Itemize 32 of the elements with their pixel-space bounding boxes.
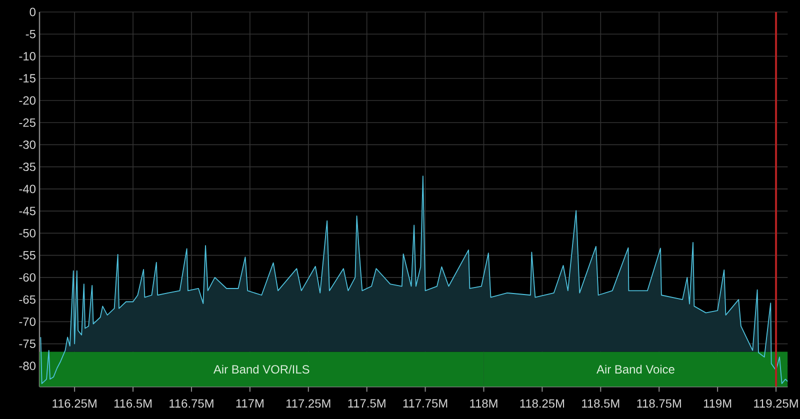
x-tick-label: 119.25M — [754, 399, 798, 408]
x-tick-label: 116.75M — [170, 399, 214, 408]
y-tick-label: -5 — [26, 30, 36, 38]
x-tick-label: 119M — [704, 399, 732, 408]
x-tick-label: 118M — [470, 399, 498, 408]
x-tick-label: 116.25M — [52, 399, 96, 408]
y-tick-label: -15 — [19, 74, 36, 83]
y-tick-label: -65 — [19, 295, 36, 304]
y-tick-label: -40 — [19, 184, 36, 194]
y-tick-label: -45 — [19, 206, 36, 216]
y-tick-label: -50 — [19, 228, 36, 238]
y-tick-label: -30 — [19, 140, 36, 149]
band-label: Air Band VOR/ILS — [213, 364, 310, 374]
band-label: Air Band Voice — [596, 364, 674, 374]
x-tick-label: 118.75M — [637, 399, 681, 408]
x-tick-label: 117.25M — [286, 399, 330, 408]
y-tick-label: 0 — [30, 8, 36, 16]
y-tick-label: -20 — [19, 96, 36, 105]
y-tick-label: -75 — [19, 340, 36, 348]
y-tick-label: -80 — [19, 362, 36, 370]
y-tick-label: -10 — [19, 52, 36, 60]
y-tick-label: -70 — [19, 317, 36, 326]
x-tick-label: 117.5M — [348, 399, 386, 408]
x-tick-label: 116.5M — [114, 399, 152, 408]
x-tick-label: 118.5M — [582, 399, 620, 408]
x-tick-label: 117M — [236, 399, 264, 408]
y-tick-label: -25 — [19, 118, 36, 127]
y-tick-label: -60 — [19, 273, 36, 282]
y-tick-label: -55 — [19, 251, 36, 260]
x-tick-label: 118.25M — [520, 399, 564, 408]
y-tick-label: -35 — [19, 162, 36, 172]
x-tick-label: 117.75M — [403, 399, 448, 408]
